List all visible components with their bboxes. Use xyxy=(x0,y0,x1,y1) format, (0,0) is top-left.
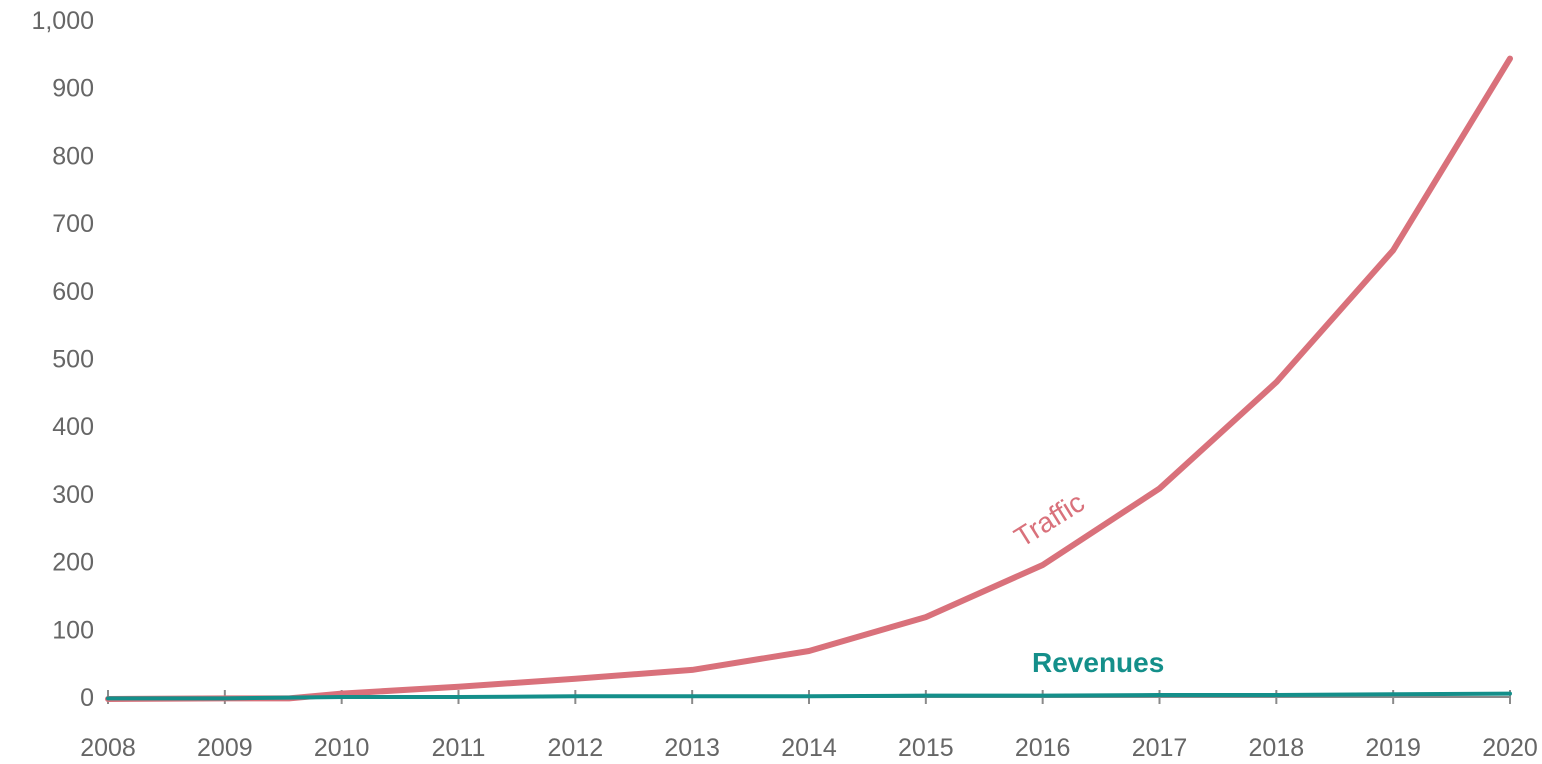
x-tick-label: 2012 xyxy=(548,734,604,762)
x-tick-label: 2013 xyxy=(664,734,720,762)
series-layer xyxy=(105,55,1513,702)
x-tick-label: 2016 xyxy=(1015,734,1071,762)
y-tick-label: 300 xyxy=(52,481,94,509)
y-tick-label: 800 xyxy=(52,142,94,170)
x-tick-label: 2019 xyxy=(1365,734,1421,762)
y-tick-label: 500 xyxy=(52,346,94,374)
x-tick-label: 2014 xyxy=(781,734,837,762)
y-tick-label: 1,000 xyxy=(31,7,94,35)
traffic-line xyxy=(105,55,1513,702)
y-tick-label: 100 xyxy=(52,616,94,644)
x-tick-label: 2015 xyxy=(898,734,954,762)
y-tick-label: 700 xyxy=(52,210,94,238)
x-tick-label: 2020 xyxy=(1482,734,1538,762)
y-tick-label: 900 xyxy=(52,75,94,103)
x-tick-label: 2009 xyxy=(197,734,253,762)
y-tick-label: 0 xyxy=(80,684,94,712)
x-tick-label: 2008 xyxy=(80,734,136,762)
x-tick-label: 2011 xyxy=(432,734,486,762)
axes: 0 100 200 300 400 500 600 700 800 900 1,000 2008 200… xyxy=(31,7,1537,762)
x-tick-label: 2017 xyxy=(1132,734,1188,762)
y-tick-label: 600 xyxy=(52,278,94,306)
x-tick-label: 2018 xyxy=(1249,734,1305,762)
revenues-series-label: Revenues xyxy=(1032,647,1164,678)
y-tick-label: 400 xyxy=(52,413,94,441)
y-tick-label: 200 xyxy=(52,549,94,577)
x-tick-label: 2010 xyxy=(314,734,370,762)
revenues-line xyxy=(106,691,1512,701)
